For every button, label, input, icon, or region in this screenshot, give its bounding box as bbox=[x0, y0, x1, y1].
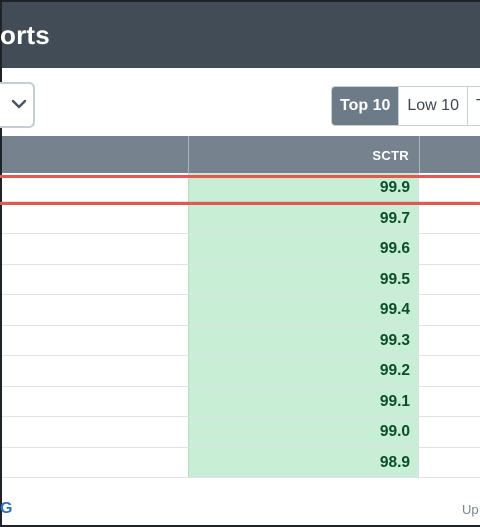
third-toggle-button[interactable]: T bbox=[467, 87, 480, 125]
column-divider bbox=[419, 136, 420, 173]
sctr-cell: 99.3 bbox=[188, 325, 419, 355]
top-10-button[interactable]: Top 10 bbox=[332, 87, 400, 125]
sctr-table-body: 99.9 99.7 99.6 99.5 99.4 99.3 99.2 99.1 … bbox=[2, 173, 480, 478]
sctr-value: 99.5 bbox=[379, 270, 410, 288]
sctr-value: 99.2 bbox=[379, 362, 410, 379]
column-header-sctr[interactable]: SCTR bbox=[372, 148, 409, 163]
sctr-value: 99.4 bbox=[379, 301, 410, 318]
sctr-value: 99.0 bbox=[379, 423, 410, 440]
page-header: orts bbox=[0, 2, 480, 68]
footer-left-link[interactable]: G bbox=[0, 500, 13, 517]
sctr-cell: 98.9 bbox=[188, 447, 419, 477]
scan-select-dropdown[interactable] bbox=[0, 82, 35, 128]
sctr-cell: 99.5 bbox=[188, 264, 419, 294]
table-row[interactable]: 99.7 bbox=[2, 203, 480, 234]
table-row[interactable]: 99.1 bbox=[2, 386, 480, 417]
sctr-value: 99.7 bbox=[379, 209, 410, 227]
sctr-cell: 99.7 bbox=[188, 203, 419, 233]
sctr-cell: 99.0 bbox=[188, 417, 419, 447]
sctr-value: 99.3 bbox=[379, 331, 410, 349]
table-header: SCTR bbox=[2, 136, 480, 173]
page-title: orts bbox=[0, 20, 50, 50]
sctr-cell: 99.2 bbox=[188, 356, 419, 386]
table-row[interactable]: 99.2 bbox=[2, 356, 480, 387]
low-10-button[interactable]: Low 10 bbox=[399, 87, 468, 125]
table-row[interactable]: 99.6 bbox=[2, 234, 480, 265]
ranking-toggle: Top 10 Low 10 T bbox=[331, 86, 480, 126]
sctr-value: 98.9 bbox=[379, 453, 410, 471]
sctr-cell: 99.6 bbox=[188, 234, 419, 264]
footer-updated-text: Up bbox=[462, 502, 479, 517]
table-row[interactable]: 99.0 bbox=[2, 417, 480, 448]
chevron-down-icon bbox=[11, 99, 27, 109]
sctr-cell: 99.1 bbox=[188, 386, 419, 416]
sctr-value: 99.6 bbox=[379, 240, 410, 257]
table-row[interactable]: 99.5 bbox=[2, 264, 480, 295]
column-divider bbox=[188, 136, 189, 173]
table-row[interactable]: 98.9 bbox=[2, 447, 480, 478]
sctr-cell: 99.4 bbox=[188, 295, 419, 325]
table-row[interactable]: 99.4 bbox=[2, 295, 480, 326]
sctr-value: 99.1 bbox=[379, 392, 410, 410]
sctr-value: 99.9 bbox=[379, 179, 410, 196]
sctr-cell: 99.9 bbox=[188, 173, 419, 203]
table-row[interactable]: 99.9 bbox=[2, 173, 480, 204]
table-row[interactable]: 99.3 bbox=[2, 325, 480, 356]
